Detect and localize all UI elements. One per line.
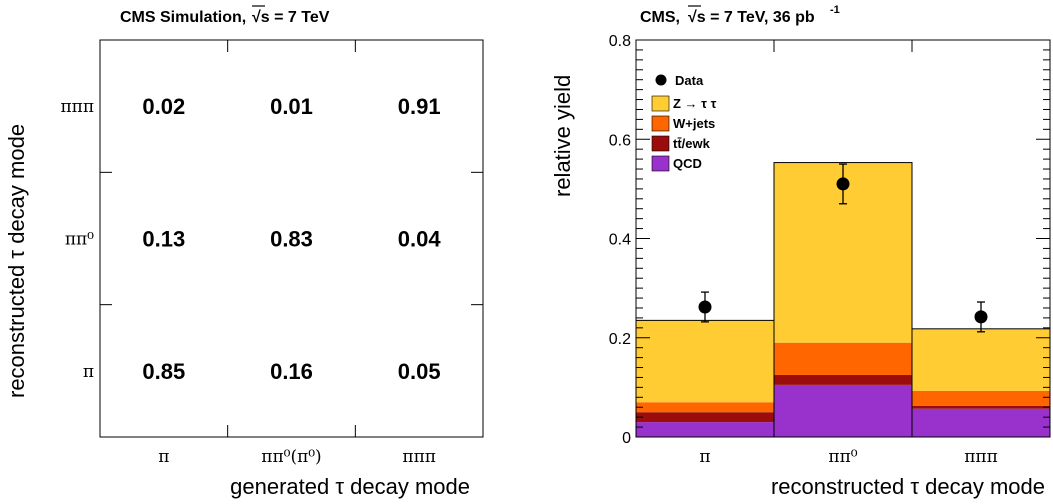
matrix-x-tick-label: ππ⁰(π⁰) [261,447,321,467]
matrix-cell-value: 0.04 [398,227,442,252]
matrix-cell-value: 0.02 [142,94,185,119]
bar-segment [636,402,774,413]
matrix-y-axis-label: reconstructed τ decay mode [4,124,29,398]
legend-swatch [651,155,670,172]
yield-panel: CMS, √s = 7 TeV, 36 pb -1 00.20.40.60.8 … [550,4,1051,499]
matrix-ticks [100,40,483,437]
bar-segment [912,405,1050,409]
legend-swatch [651,95,670,112]
histogram-bars [635,162,1051,438]
matrix-x-axis-label: generated τ decay mode [230,474,470,499]
matrix-cell-value: 0.05 [398,359,441,384]
yield-title-lumi-exponent: -1 [830,4,840,16]
matrix-y-tick-label: π [83,362,94,382]
matrix-cells: 0.85 0.16 0.05 0.13 0.83 0.04 0.02 0.01 0.91 [142,94,441,384]
histogram-y-tick-labels: 0 0.2 0.4 0.6 0.8 [609,33,631,447]
matrix-cell-value: 0.85 [142,359,185,384]
yield-title-energy: √s = 7 TeV, 36 pb [688,9,815,26]
y-tick-label: 0.8 [609,33,631,50]
x-tick-label: πππ [964,447,998,467]
matrix-title: CMS Simulation, [120,9,246,26]
matrix-cell-value: 0.83 [270,227,313,252]
matrix-cell-value: 0.16 [270,359,313,384]
legend-label: Data [675,73,704,88]
bar-segment [774,384,912,437]
bar-segment [912,390,1050,406]
bar-segment [912,328,1050,391]
matrix-x-tick-label: π [158,447,169,467]
bar-segment [636,422,774,437]
bar-segment [636,412,774,423]
data-point [836,177,850,191]
data-points [698,163,988,333]
data-point [974,310,988,324]
matrix-y-tick-label: ππ⁰ [65,230,94,250]
legend-swatch [651,115,670,132]
legend-label: W+jets [673,116,715,131]
matrix-cell-value: 0.91 [398,94,441,119]
legend: Data Z → τ τ W+jets tt̄/ewk QCD [651,73,717,172]
bar-segment [774,342,912,375]
x-tick-label: ππ⁰ [828,447,857,467]
bar-segment [912,408,1050,437]
y-tick-label: 0.4 [609,232,631,249]
histogram-x-tick-labels: π ππ⁰ πππ [699,447,997,467]
histogram-ticks [636,39,1050,438]
matrix-y-tick-labels: π ππ⁰ πππ [60,97,94,382]
matrix-x-tick-label: πππ [402,447,436,467]
x-tick-label: π [699,447,710,467]
matrix-panel: CMS Simulation, √s = 7 TeV 0.85 0.16 0.050… [4,5,484,499]
bar-segment [774,374,912,385]
histogram-x-axis-label: reconstructed τ decay mode [771,474,1045,499]
legend-label: Z → τ τ [673,96,717,111]
matrix-x-tick-labels: π ππ⁰(π⁰) πππ [158,447,436,467]
yield-title: CMS, [640,9,680,26]
matrix-cell-value: 0.13 [142,227,185,252]
y-tick-label: 0.2 [609,331,631,348]
matrix-y-tick-label: πππ [60,97,94,117]
legend-swatch [651,135,670,152]
data-point [698,300,712,314]
bar-segment [636,320,774,403]
matrix-title-energy: √s = 7 TeV [252,9,330,26]
y-tick-label: 0 [622,430,631,447]
legend-data-marker [655,74,667,86]
histogram-y-axis-label: relative yield [550,75,575,197]
matrix-cell-value: 0.01 [270,94,313,119]
matrix-frame [99,39,484,438]
legend-label: QCD [673,156,702,171]
legend-label: tt̄/ewk [673,136,711,151]
y-tick-label: 0.6 [609,132,631,149]
